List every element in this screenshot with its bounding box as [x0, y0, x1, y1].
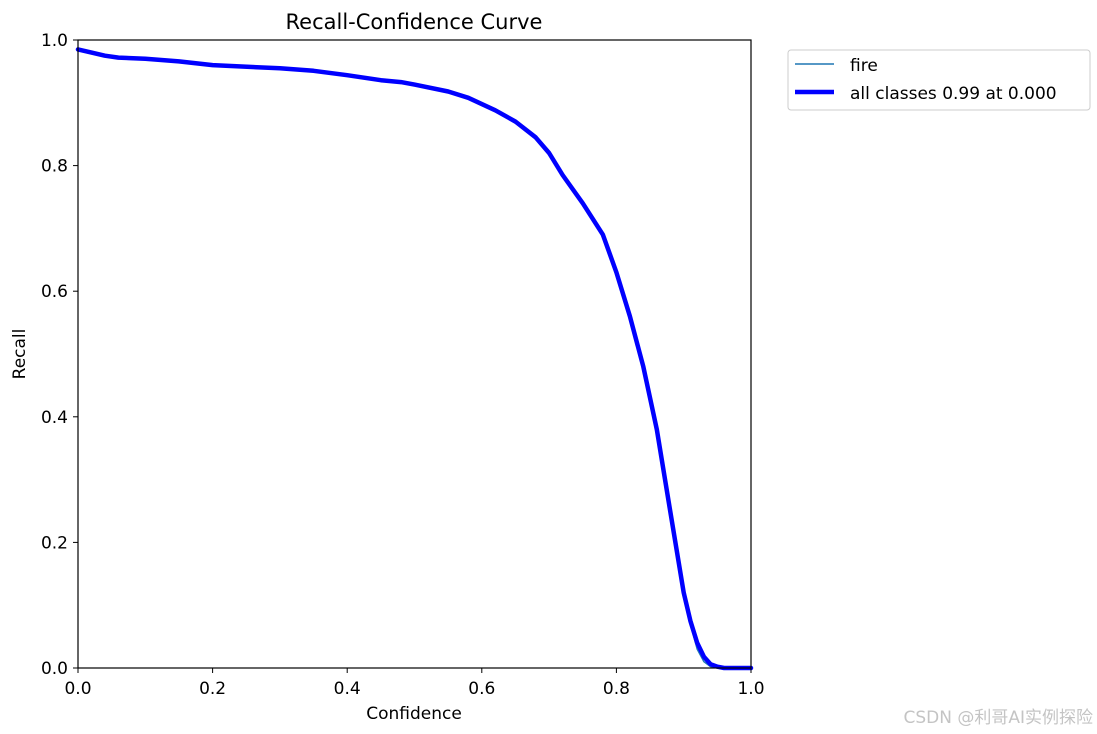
x-tick-label: 0.0	[64, 679, 91, 699]
x-axis: 0.0 0.2 0.4 0.6 0.8 1.0	[64, 668, 765, 699]
x-tick-label: 0.4	[334, 679, 361, 699]
y-tick-label: 0.4	[41, 408, 68, 428]
legend-box	[787, 49, 1091, 111]
plot-area	[78, 40, 751, 668]
chart-title: Recall-Confidence Curve	[286, 10, 543, 34]
x-axis-label: Confidence	[366, 704, 462, 724]
y-axis: 0.0 0.2 0.4 0.6 0.8 1.0	[41, 31, 78, 679]
y-tick-label: 0.8	[41, 157, 68, 177]
plot-frame	[77, 39, 752, 669]
x-tick-label: 0.8	[603, 679, 630, 699]
legend-label-all-classes: all classes 0.99 at 0.000	[850, 84, 1057, 104]
x-tick-label: 0.6	[468, 679, 495, 699]
x-tick-label: 1.0	[737, 679, 764, 699]
y-tick-label: 0.0	[41, 659, 68, 679]
y-tick-label: 0.2	[41, 533, 68, 553]
watermark: CSDN @利哥AI实例探险	[903, 708, 1093, 728]
y-axis-label: Recall	[10, 329, 30, 380]
series-line-all-classes	[75, 47, 754, 671]
legend: fire all classes 0.99 at 0.000	[787, 49, 1091, 111]
series-layer	[75, 47, 754, 671]
x-tick-label: 0.2	[199, 679, 226, 699]
legend-label-fire: fire	[850, 56, 878, 76]
y-tick-label: 0.6	[41, 282, 68, 302]
y-tick-label: 1.0	[41, 31, 68, 51]
